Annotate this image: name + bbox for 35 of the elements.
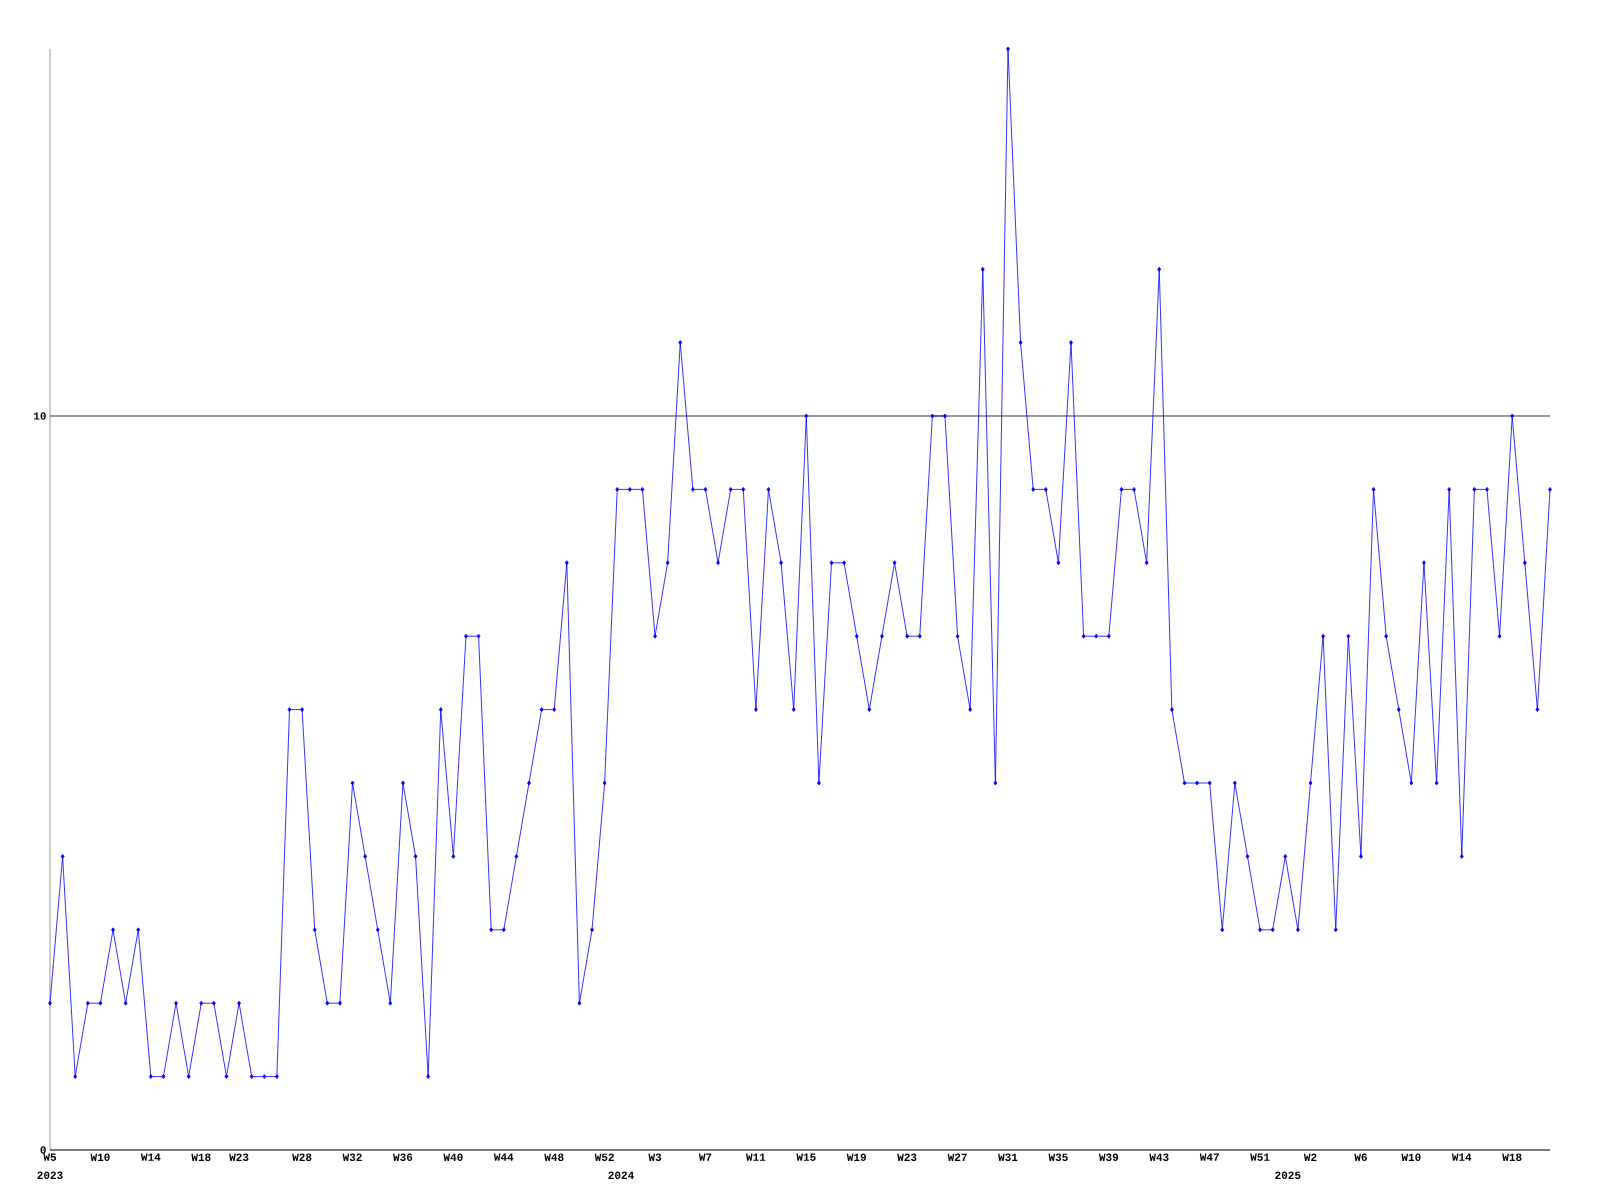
x-tick-label: W32: [342, 1153, 362, 1162]
x-tick-label: W36: [393, 1153, 413, 1162]
x-tick-label: W35: [1048, 1153, 1068, 1162]
x-tick-label: W15: [796, 1153, 816, 1161]
text: 2023: [37, 1171, 63, 1180]
text: 2024: [608, 1171, 634, 1179]
x-tick-label: W5: [43, 1153, 57, 1161]
x-tick-label: W44: [493, 1153, 514, 1161]
x-tick-label: W23: [897, 1153, 917, 1162]
x-tick-label: W10: [1401, 1153, 1421, 1161]
x-tick-label: W31: [998, 1153, 1018, 1162]
x-tick-label: W18: [1502, 1153, 1522, 1161]
x-tick-label: W7: [698, 1153, 712, 1161]
x-tick-label: W27: [947, 1153, 967, 1161]
y-tick-label: 10: [34, 412, 46, 420]
text: 2025: [1275, 1171, 1301, 1179]
x-tick-label: W48: [544, 1153, 564, 1161]
x-tick-label: W28: [292, 1153, 312, 1161]
x-tick-label: W43: [1149, 1153, 1169, 1162]
x-tick-label: W39: [1098, 1153, 1119, 1162]
x-tick-label: W23: [229, 1153, 249, 1162]
y-tick-label: 0: [40, 1146, 46, 1154]
x-tick-label: W52: [594, 1153, 614, 1161]
x-tick-label: W10: [90, 1153, 110, 1161]
x-tick-label: W18: [191, 1153, 211, 1161]
x-tick-label: W14: [140, 1153, 161, 1161]
x-tick-label: W19: [846, 1153, 866, 1161]
x-tick-label: W51: [1250, 1153, 1270, 1161]
x-tick-label: W14: [1451, 1153, 1472, 1161]
x-tick-label: W6: [1354, 1153, 1367, 1161]
x-tick-label: W47: [1199, 1153, 1219, 1161]
x-tick-label: W3: [648, 1153, 662, 1162]
x-tick-label: W11: [745, 1153, 766, 1161]
x-tick-label: W40: [443, 1153, 463, 1161]
x-tick-label: W2: [1303, 1153, 1317, 1161]
